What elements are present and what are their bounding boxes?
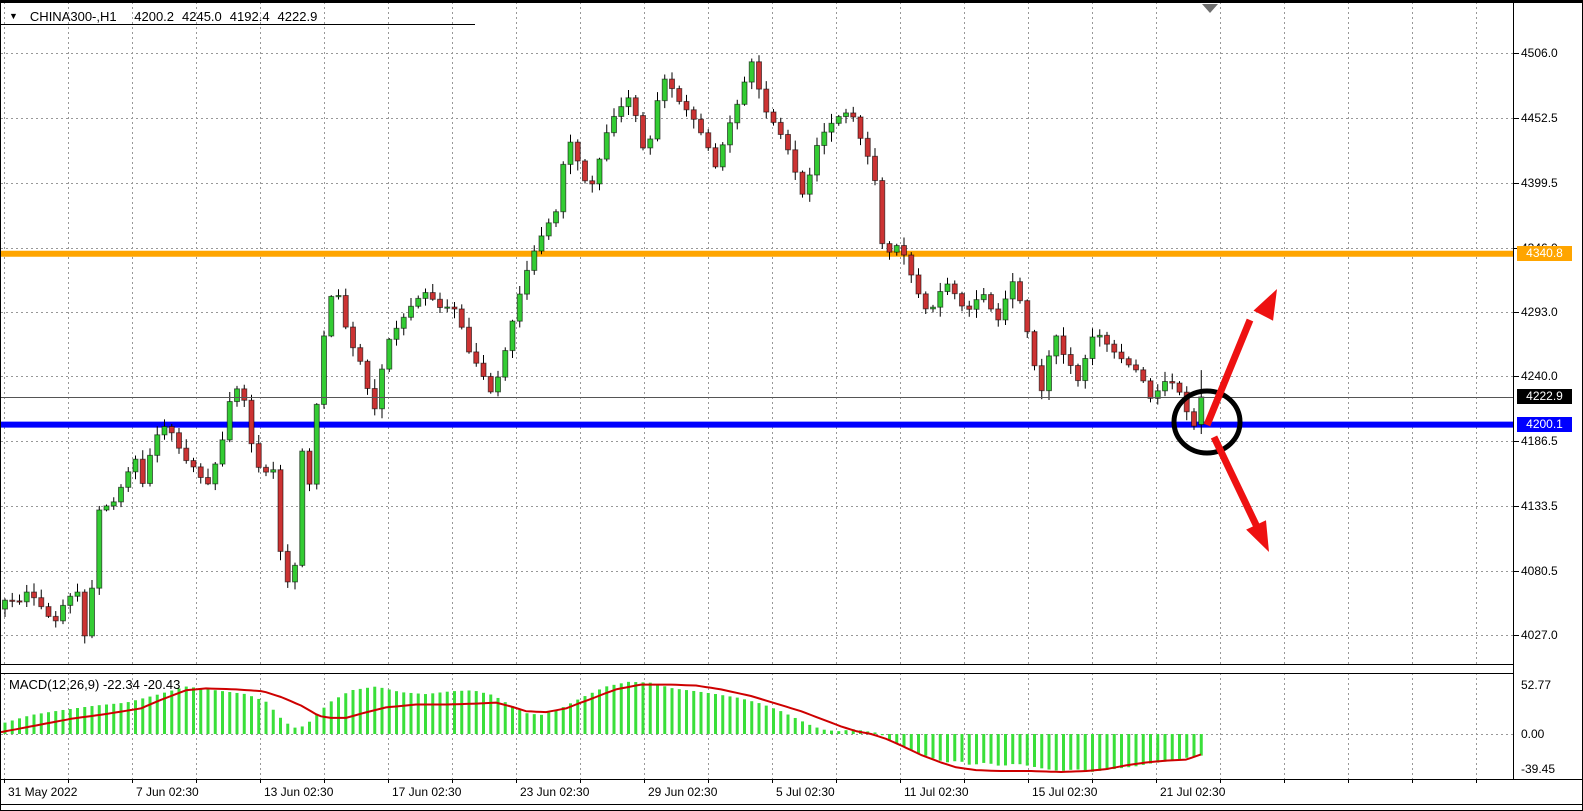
macd-axis-label: 0.00 xyxy=(1521,727,1545,741)
price-axis-label: 4293.0 xyxy=(1521,305,1558,319)
time-axis-label: 13 Jun 02:30 xyxy=(264,785,334,799)
price-axis-label: 4452.5 xyxy=(1521,111,1558,125)
macd-axis-label: 52.77 xyxy=(1521,678,1552,692)
macd-signal-line xyxy=(1,683,1202,773)
time-axis-label: 5 Jul 02:30 xyxy=(776,785,835,799)
quote-high: 4245.0 xyxy=(182,8,222,24)
time-axis-label: 7 Jun 02:30 xyxy=(136,785,199,799)
quote-open: 4200.2 xyxy=(134,8,175,24)
pane-separator[interactable] xyxy=(1,664,1513,674)
arrow-down-annotation-head[interactable] xyxy=(1246,520,1269,552)
price-axis-label: 4399.5 xyxy=(1521,176,1558,190)
price-axis-label: 4240.0 xyxy=(1521,369,1558,383)
time-axis-label: 17 Jun 02:30 xyxy=(392,785,462,799)
arrow-down-annotation[interactable] xyxy=(1210,435,1262,531)
arrow-up-annotation-head[interactable] xyxy=(1253,289,1277,321)
time-axis-label: 21 Jul 02:30 xyxy=(1160,785,1226,799)
chart-title: ▼ CHINA300-,H1 4200.2 4245.0 4192.4 4222.9 xyxy=(9,7,317,25)
macd-current-value: -22.34 xyxy=(102,677,140,692)
symbol-timeframe: CHINA300-,H1 xyxy=(29,8,117,24)
time-axis-label: 29 Jun 02:30 xyxy=(648,785,718,799)
macd-indicator-label: MACD(12,26,9) -22.34 -20.43 xyxy=(9,677,181,692)
highlight-circle-annotation[interactable] xyxy=(1171,388,1243,456)
last-price-badge: 4222.9 xyxy=(1517,389,1572,405)
arrow-up-annotation[interactable] xyxy=(1203,318,1254,427)
quote-close: 4222.9 xyxy=(277,8,318,24)
resistance-price-badge: 4340.8 xyxy=(1517,246,1572,262)
time-axis-label: 15 Jul 02:30 xyxy=(1032,785,1098,799)
symbol-dropdown-icon[interactable]: ▼ xyxy=(9,11,18,21)
macd-signal-value: -20.43 xyxy=(143,677,181,692)
price-axis-label: 4506.0 xyxy=(1521,46,1558,60)
price-axis-label: 4080.5 xyxy=(1521,564,1558,578)
time-axis-label: 31 May 2022 xyxy=(8,785,78,799)
price-axis-label: 4133.5 xyxy=(1521,499,1558,513)
time-axis-label: 11 Jul 02:30 xyxy=(904,785,969,799)
time-axis-label: 23 Jun 02:30 xyxy=(520,785,590,799)
chart-shift-marker-icon[interactable] xyxy=(1202,4,1218,13)
quote-low: 4192.4 xyxy=(229,8,270,24)
price-axis-label: 4186.5 xyxy=(1521,434,1558,448)
price-axis-label: 4027.0 xyxy=(1521,628,1558,642)
macd-axis-label: -39.45 xyxy=(1521,762,1556,776)
support-price-badge: 4200.1 xyxy=(1517,417,1572,433)
